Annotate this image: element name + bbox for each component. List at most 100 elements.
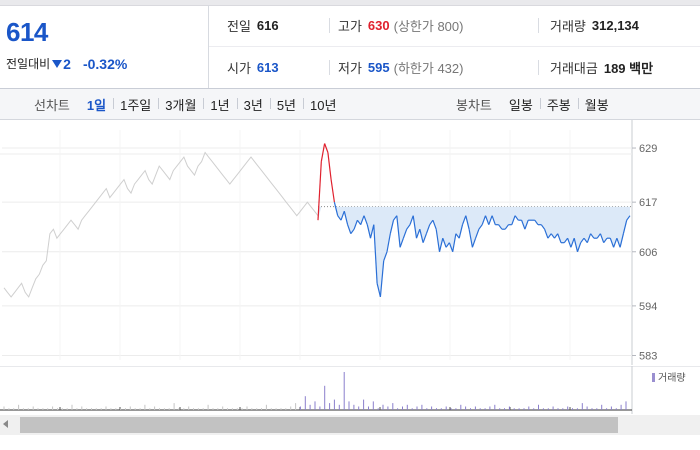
period-10y[interactable]: 10년 bbox=[303, 95, 343, 114]
intraday-price-segment bbox=[465, 215, 470, 230]
y-tick-label: 606 bbox=[639, 247, 657, 259]
intraday-price-segment bbox=[626, 215, 631, 221]
volume-label: 거래량 bbox=[550, 19, 586, 34]
y-tick-label: 629 bbox=[639, 143, 657, 155]
intraday-price-segment bbox=[567, 237, 572, 248]
amount-label: 거래대금 bbox=[550, 61, 598, 76]
candle-chart-group: 봉차트 일봉 주봉 월봉 bbox=[456, 89, 616, 119]
intraday-price-segment bbox=[448, 242, 454, 253]
intraday-price-segment bbox=[425, 224, 431, 234]
intraday-price-segment bbox=[340, 210, 345, 221]
intraday-price-segment bbox=[337, 215, 342, 221]
intraday-price-segment bbox=[317, 161, 322, 221]
volume-cell: 거래량 312,134 bbox=[550, 5, 639, 46]
intraday-price-segment bbox=[366, 224, 372, 239]
intraday-price-segment bbox=[619, 233, 624, 248]
intraday-price-segment bbox=[379, 260, 385, 297]
chart-period-toolbar: 선차트 1일 1주일 3개월 1년 3년 5년 10년 봉차트 일봉 주봉 월봉 bbox=[0, 89, 700, 120]
intraday-price-segment bbox=[435, 229, 441, 252]
intraday-price-segment bbox=[458, 224, 464, 239]
intraday-price-segment bbox=[360, 215, 365, 225]
stats-grid: 전일 616 고가 630 (상한가 800) 거래량 312,134 시가 6… bbox=[209, 5, 700, 88]
intraday-price-segment bbox=[324, 143, 329, 153]
intraday-price-segment bbox=[320, 143, 326, 162]
period-1y[interactable]: 1년 bbox=[203, 95, 236, 114]
below-prev-close-area bbox=[318, 206, 630, 297]
intraday-price-segment bbox=[580, 237, 585, 244]
intraday-price-segment bbox=[461, 215, 467, 225]
amount-cell: 거래대금 189 백만 bbox=[550, 47, 653, 88]
intraday-price-segment bbox=[406, 224, 411, 230]
intraday-price-segment bbox=[438, 238, 444, 252]
period-5y[interactable]: 5년 bbox=[269, 95, 303, 114]
line-chart-label: 선차트 bbox=[34, 97, 70, 113]
period-1d[interactable]: 1일 bbox=[86, 97, 107, 113]
intraday-price-segment bbox=[475, 228, 480, 239]
divider bbox=[538, 18, 539, 33]
intraday-price-segment bbox=[419, 229, 424, 243]
intraday-price-segment bbox=[550, 233, 555, 239]
open-label: 시가 bbox=[227, 61, 251, 76]
intraday-price-segment bbox=[609, 237, 615, 248]
intraday-price-segment bbox=[570, 237, 575, 248]
period-3y[interactable]: 3년 bbox=[236, 95, 270, 114]
stats-row-1: 전일 616 고가 630 (상한가 800) 거래량 312,134 bbox=[209, 5, 700, 47]
candle-weekly[interactable]: 주봉 bbox=[539, 95, 578, 114]
change-value: 2 bbox=[63, 55, 71, 72]
y-tick-label: 594 bbox=[639, 301, 657, 313]
volume-legend-swatch bbox=[652, 373, 655, 382]
intraday-price-segment bbox=[399, 237, 404, 248]
low-value: 595 bbox=[367, 60, 390, 75]
intraday-price-segment bbox=[386, 233, 391, 252]
volume-chart-svg: 거래량 bbox=[0, 365, 700, 414]
intraday-price-segment bbox=[353, 219, 358, 230]
low-label: 저가 bbox=[338, 61, 362, 76]
period-1w[interactable]: 1주일 bbox=[113, 95, 158, 114]
candle-monthly[interactable]: 월봉 bbox=[577, 95, 616, 114]
volume-chart: 거래량 bbox=[0, 365, 700, 414]
volume-value: 312,134 bbox=[591, 18, 639, 33]
intraday-price-segment bbox=[540, 224, 546, 230]
divider bbox=[329, 18, 330, 33]
intraday-price-segment bbox=[573, 238, 579, 252]
prev-close-value: 616 bbox=[256, 18, 279, 33]
intraday-price-segment bbox=[596, 233, 601, 239]
prev-close-cell: 전일 616 bbox=[227, 5, 279, 46]
intraday-price-segment bbox=[429, 219, 434, 226]
down-triangle-icon bbox=[52, 60, 63, 68]
intraday-price-segment bbox=[484, 215, 490, 225]
intraday-price-segment bbox=[333, 202, 339, 216]
intraday-price-segment bbox=[534, 219, 539, 226]
y-tick-label: 617 bbox=[639, 197, 657, 209]
intraday-price-segment bbox=[415, 228, 421, 239]
intraday-price-segment bbox=[412, 215, 418, 239]
intraday-price-segment bbox=[547, 233, 552, 239]
intraday-price-segment bbox=[583, 237, 588, 244]
intraday-price-segment bbox=[468, 229, 473, 248]
intraday-price-segment bbox=[347, 224, 352, 234]
intraday-price-segment bbox=[373, 224, 378, 284]
high-value: 630 bbox=[367, 18, 390, 33]
period-3m[interactable]: 3개월 bbox=[158, 95, 203, 114]
upper-limit: (상한가 800) bbox=[393, 19, 464, 34]
change-label: 전일대비 bbox=[6, 57, 51, 71]
scroll-left-arrow-icon[interactable] bbox=[3, 420, 8, 428]
open-value: 613 bbox=[256, 60, 279, 75]
current-price-box: 614 전일대비 2 -0.32% bbox=[0, 5, 209, 88]
intraday-price-segment bbox=[369, 224, 375, 239]
intraday-price-segment bbox=[389, 220, 395, 234]
candle-daily[interactable]: 일봉 bbox=[508, 97, 533, 113]
high-cell: 고가 630 (상한가 800) bbox=[338, 5, 463, 46]
intraday-price-segment bbox=[327, 152, 332, 180]
intraday-price-segment bbox=[613, 237, 618, 248]
divider bbox=[538, 60, 539, 75]
scroll-thumb[interactable] bbox=[20, 417, 618, 433]
horizontal-scrollbar[interactable] bbox=[0, 415, 700, 435]
top-border-strip bbox=[0, 0, 700, 6]
intraday-price-segment bbox=[422, 233, 427, 243]
intraday-price-segment bbox=[599, 233, 605, 243]
divider bbox=[329, 60, 330, 75]
intraday-price-segment bbox=[586, 233, 592, 243]
candle-chart-label: 봉차트 bbox=[456, 97, 492, 113]
intraday-price-segment bbox=[576, 242, 582, 252]
